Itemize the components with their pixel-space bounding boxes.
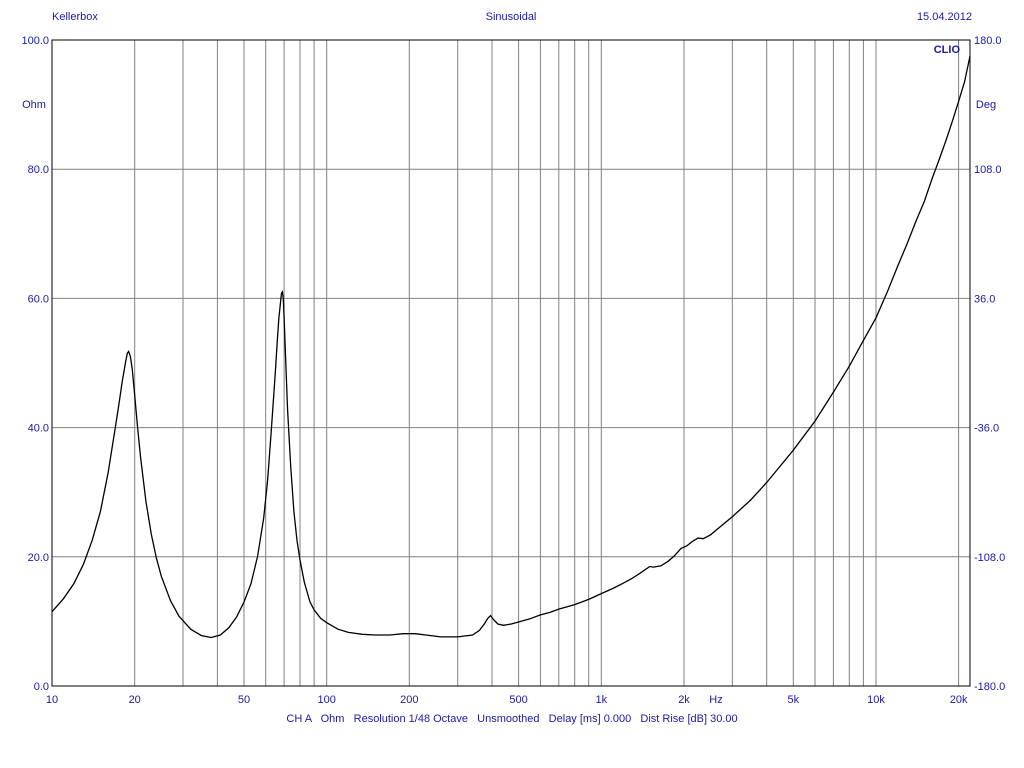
y2-tick-labels: -180.0 -108.0 -36.0 36.0 108.0 180.0 — [974, 35, 1005, 693]
y-tick-label: 40.0 — [28, 423, 49, 435]
plot-frame — [51, 39, 971, 687]
header-title: Sinusoidal — [485, 11, 537, 23]
horizontal-gridlines — [52, 39, 970, 687]
x-tick-label: 50 — [238, 694, 250, 706]
y-tick-label: 0.0 — [34, 681, 49, 693]
y-axis-unit-label: Ohm — [22, 99, 46, 111]
x-tick-label: 10k — [867, 694, 885, 706]
y2-tick-label: -36.0 — [974, 423, 999, 435]
header-date: 15.04.2012 — [916, 11, 972, 23]
y-tick-label: 20.0 — [28, 552, 49, 564]
y-tick-label: 80.0 — [28, 164, 49, 176]
x-tick-label: 5k — [787, 694, 799, 706]
x-tick-label: 10 — [46, 694, 58, 706]
measurement-status-line: CH A Ohm Resolution 1/48 Octave Unsmooth… — [286, 713, 738, 725]
x-tick-label: 200 — [400, 694, 418, 706]
x-tick-label: 100 — [318, 694, 336, 706]
clio-brand-label: CLIO — [934, 44, 961, 56]
y2-tick-label: -108.0 — [974, 552, 1005, 564]
y2-tick-label: 108.0 — [974, 164, 1002, 176]
y2-tick-label: 36.0 — [974, 293, 995, 305]
header-left-label: Kellerbox — [52, 11, 98, 23]
y-tick-labels: 0.0 20.0 40.0 60.0 80.0 100.0 — [21, 35, 49, 693]
x-tick-label: 20k — [950, 694, 968, 706]
y-tick-label: 100.0 — [21, 35, 49, 47]
y2-axis-unit-label: Deg — [976, 99, 996, 111]
vertical-gridlines — [51, 40, 960, 686]
x-axis-unit-label: Hz — [709, 694, 722, 706]
x-tick-label: 2k — [678, 694, 690, 706]
x-tick-label: 20 — [129, 694, 141, 706]
y2-tick-label: -180.0 — [974, 681, 1005, 693]
impedance-curve — [51, 55, 971, 639]
y-tick-label: 60.0 — [28, 293, 49, 305]
x-tick-label: 1k — [595, 694, 607, 706]
y2-tick-label: 180.0 — [974, 35, 1002, 47]
x-tick-label: 500 — [509, 694, 527, 706]
x-tick-labels: 10 20 50 100 200 500 1k 2k 5k 10k 20k — [46, 694, 968, 706]
